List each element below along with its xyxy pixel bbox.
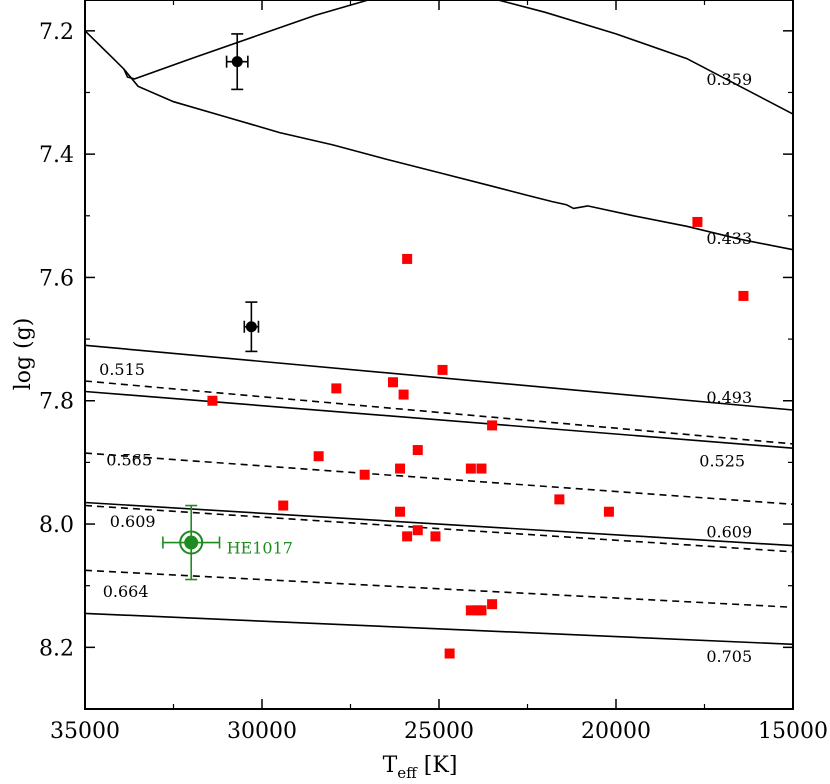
y-tick-label: 7.4 <box>39 143 74 168</box>
red-square-point <box>278 500 289 511</box>
red-square-point <box>395 463 406 474</box>
evolution-tracks: 0.359 0.433 0.493 0.525 0.609 0.705 0.515 0.565… <box>84 0 794 666</box>
red-square-point <box>430 531 441 542</box>
red-square-point <box>331 383 342 394</box>
x-axis-title-main: T <box>383 753 398 778</box>
x-axis-title-unit: [K] <box>417 753 458 778</box>
red-square-point <box>437 364 448 375</box>
track-line-2 <box>84 344 794 411</box>
red-square-point <box>412 525 423 536</box>
red-square-point <box>402 253 413 264</box>
x-tick-label: 30000 <box>227 719 297 744</box>
x-axis-title-sub: eff <box>397 764 418 782</box>
y-tick-label: 8.0 <box>39 513 74 538</box>
y-tick-label: 7.2 <box>39 20 74 45</box>
track-label-3: 0.525 <box>699 452 745 471</box>
y-tick-label: 7.8 <box>39 390 74 415</box>
red-square-point <box>359 469 370 480</box>
red-square-point <box>487 599 498 610</box>
track-line-7 <box>84 452 794 506</box>
x-tick-label: 35000 <box>50 719 120 744</box>
y-axis-title: log (g) <box>11 318 36 391</box>
red-square-point <box>207 395 218 406</box>
track-label-2: 0.493 <box>706 388 752 407</box>
track-label-9: 0.664 <box>103 582 149 601</box>
red-square-point <box>738 290 749 301</box>
track-line-9 <box>84 569 794 609</box>
red-square-point <box>313 451 324 462</box>
track-label-8: 0.609 <box>110 512 156 531</box>
black-circle-point <box>231 56 243 68</box>
axis-labels: log (g) Teff [K] <box>11 318 457 782</box>
track-line-3 <box>84 390 794 449</box>
red-square-point <box>487 420 498 431</box>
y-tick-label: 8.2 <box>39 636 74 661</box>
black-circle-point <box>245 321 257 333</box>
he1017-ring <box>179 530 204 555</box>
x-tick-label: 20000 <box>581 719 651 744</box>
red-square-point <box>402 531 413 542</box>
track-label-7: 0.565 <box>106 450 152 469</box>
track-line-5 <box>84 612 794 646</box>
track-line-8 <box>84 504 794 553</box>
red-square-point <box>412 445 423 456</box>
y-tick-label: 7.6 <box>39 266 74 291</box>
he1017-point <box>184 535 199 550</box>
x-axis-title: Teff [K] <box>383 753 458 782</box>
red-square-point <box>476 605 487 616</box>
track-line-4 <box>84 501 794 547</box>
plot-frame <box>84 0 794 710</box>
red-square-point <box>603 506 614 517</box>
track-label-0: 0.359 <box>706 70 752 89</box>
red-square-point <box>476 463 487 474</box>
red-square-point <box>395 506 406 517</box>
he1017-label: HE1017 <box>227 539 293 558</box>
red-square-point <box>465 605 476 616</box>
track-line-6 <box>84 380 794 445</box>
data-points: HE1017 <box>162 33 749 659</box>
track-label-4: 0.609 <box>706 523 752 542</box>
red-square-point <box>444 648 455 659</box>
track-label-5: 0.705 <box>706 647 752 666</box>
track-label-6: 0.515 <box>99 360 145 379</box>
red-square-point <box>465 463 476 474</box>
red-square-point <box>387 377 398 388</box>
red-square-point <box>692 216 703 227</box>
x-tick-label: 15000 <box>758 719 828 744</box>
track-line-1 <box>123 68 794 251</box>
red-square-point <box>554 494 565 505</box>
track-label-1: 0.433 <box>706 229 752 248</box>
axis-ticks: 35000 30000 25000 20000 15000 7.2 7.4 7.6 7.8 8.0… <box>39 0 828 744</box>
red-square-point <box>398 389 409 400</box>
x-tick-label: 25000 <box>404 719 474 744</box>
track-line-0 <box>84 0 794 115</box>
